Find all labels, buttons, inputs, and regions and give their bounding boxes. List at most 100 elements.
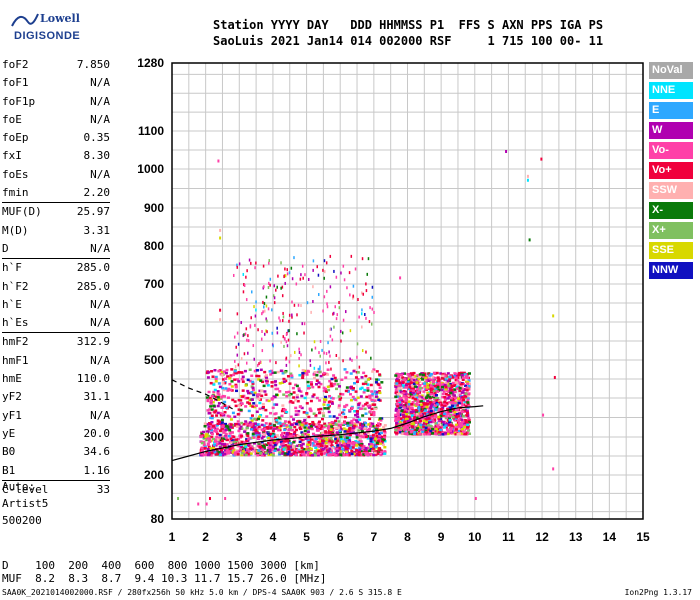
echo-point: [283, 422, 287, 425]
echo-point: [238, 262, 241, 266]
echo-point: [262, 447, 266, 451]
echo-point: [225, 446, 229, 450]
echo-point: [298, 356, 300, 360]
echo-point: [416, 400, 420, 403]
echo-point: [300, 273, 302, 277]
echo-point: [300, 394, 304, 398]
echo-point: [247, 339, 250, 343]
echo-point: [323, 451, 327, 455]
echo-point: [410, 373, 414, 377]
echo-point: [427, 399, 431, 402]
echo-point: [205, 396, 209, 399]
echo-point: [404, 396, 408, 399]
echo-point: [463, 425, 467, 429]
echo-point: [299, 444, 303, 447]
param-value: N/A: [90, 297, 110, 311]
echo-point: [418, 373, 422, 376]
echo-point: [395, 431, 399, 435]
echo-point: [362, 432, 366, 435]
echo-point: [203, 453, 207, 457]
echo-point: [243, 283, 245, 287]
echo-point: [455, 412, 459, 416]
echo-point: [348, 409, 352, 412]
echo-point: [372, 403, 376, 406]
param-row: foF1 N/A: [2, 74, 110, 92]
echo-point: [342, 359, 344, 363]
echo-point: [349, 430, 353, 434]
echo-point: [415, 427, 419, 430]
echo-point: [265, 317, 267, 321]
echo-point: [320, 424, 324, 427]
echo-point: [395, 391, 399, 394]
echo-point: [327, 440, 331, 444]
echo-point: [262, 264, 265, 268]
isolated-echo-point: [219, 236, 222, 240]
echo-point: [293, 425, 297, 429]
echo-point: [337, 406, 341, 409]
echo-point: [466, 382, 470, 386]
param-row: M(D) 3.31: [2, 222, 110, 240]
echo-point: [426, 386, 430, 389]
echo-point: [365, 289, 368, 293]
echo-point: [322, 386, 326, 390]
echo-point: [404, 401, 408, 404]
echo-point: [224, 371, 228, 375]
echo-point: [231, 411, 235, 415]
echo-point: [426, 399, 430, 403]
param-value: 2.20: [83, 186, 111, 200]
echo-point: [285, 431, 289, 435]
echo-point: [351, 388, 355, 392]
echo-point: [275, 426, 279, 429]
echo-point: [250, 385, 254, 388]
x-tick-label: 10: [468, 530, 482, 544]
echo-point: [349, 372, 353, 375]
echo-point: [467, 379, 471, 382]
echo-point: [371, 434, 375, 437]
echo-point: [298, 427, 302, 431]
echo-point: [242, 290, 245, 294]
echo-point: [437, 381, 441, 385]
echo-point: [361, 291, 363, 295]
echo-point: [275, 403, 279, 406]
echo-point: [426, 394, 430, 397]
echo-point: [234, 404, 238, 408]
echo-point: [359, 440, 363, 443]
echo-point: [381, 452, 385, 455]
echo-point: [286, 344, 289, 348]
echo-point: [223, 449, 227, 452]
echo-point: [412, 432, 416, 435]
echo-point: [417, 430, 421, 433]
echo-point: [260, 394, 264, 398]
echo-point: [314, 446, 318, 450]
echo-point: [237, 371, 241, 374]
echo-point: [275, 393, 279, 397]
echo-point: [448, 424, 452, 427]
echo-point: [322, 403, 326, 406]
echo-point: [221, 447, 225, 451]
echo-point: [233, 453, 237, 456]
echo-point: [266, 449, 270, 452]
echo-point: [290, 374, 294, 377]
echo-point: [346, 424, 350, 427]
echo-point: [426, 432, 430, 436]
echo-point: [360, 376, 364, 379]
echo-point: [428, 431, 432, 435]
echo-point: [309, 381, 313, 384]
echo-point: [458, 381, 462, 384]
echo-point: [426, 410, 430, 414]
echo-point: [265, 376, 269, 379]
echo-point: [466, 398, 470, 402]
echo-point: [399, 373, 403, 377]
echo-point: [200, 447, 204, 450]
echo-point: [407, 378, 411, 382]
echo-point: [349, 398, 353, 402]
echo-point: [317, 443, 321, 446]
echo-point: [423, 372, 427, 375]
echo-point: [248, 421, 252, 424]
echo-point: [434, 430, 438, 434]
echo-point: [432, 371, 436, 375]
echo-point: [215, 450, 219, 454]
echo-point: [296, 434, 300, 438]
echo-point: [257, 417, 261, 421]
echo-point: [403, 427, 407, 431]
